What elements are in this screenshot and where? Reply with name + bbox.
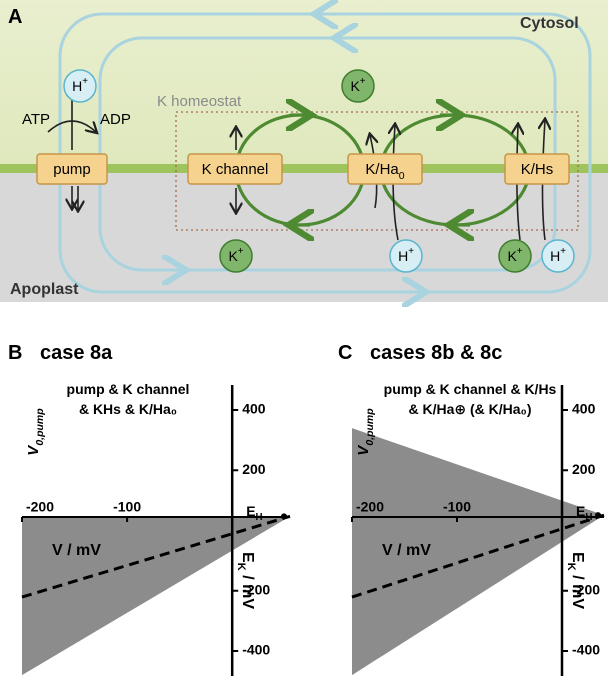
transporter-label: K/Hs	[521, 161, 554, 178]
region-label: Apoplast	[10, 281, 79, 298]
chart-subtitle: pump & K channel	[67, 381, 190, 397]
region-label-part: Cytosol	[520, 15, 579, 32]
panel-label-part: B	[8, 342, 22, 364]
adp-label: ADP	[100, 111, 131, 128]
transporter-label: pump	[53, 161, 91, 178]
y-axis-label-part: K	[235, 563, 247, 571]
eh-label-part: H	[256, 512, 263, 523]
panel-label: A	[8, 6, 22, 28]
x-tick-label: -100	[443, 499, 471, 515]
x-tick-label: -200	[356, 499, 384, 515]
y-axis-label-part: / mV	[239, 571, 256, 610]
ion-label-part: +	[517, 246, 523, 257]
homeostat-label: K homeostat	[157, 93, 242, 110]
panel-label-part: A	[8, 6, 22, 28]
panel-label: C	[338, 342, 352, 364]
transporter-label-part: K/Hs	[521, 161, 554, 178]
y-tick-label: 200	[242, 461, 266, 477]
y-axis-label-part: K	[565, 563, 577, 571]
transporter-label-part: K/Ha	[365, 161, 399, 178]
x-axis-label: V / mV	[382, 542, 431, 559]
eh-label-part: E	[576, 503, 585, 519]
panel-label: B	[8, 342, 22, 364]
adp-label-part: ADP	[100, 111, 131, 128]
y-axis-label: EK / mV	[565, 552, 586, 609]
atp-label-part: ATP	[22, 111, 50, 128]
chart-subtitle-part: pump & K channel & K/Hs	[384, 381, 557, 397]
y-tick-label: 400	[572, 401, 596, 417]
atp-label: ATP	[22, 111, 50, 128]
transporter-label-part: 0	[399, 170, 405, 182]
x-axis-label: V / mV	[52, 542, 101, 559]
pump-label-part: 0,pump	[364, 408, 376, 446]
homeostat-label-part: K homeostat	[157, 93, 242, 110]
ion-label-part: +	[560, 246, 566, 257]
x-axis-label-part: V / mV	[382, 542, 431, 559]
y-axis-label: EK / mV	[235, 552, 256, 609]
panel-label-part: C	[338, 342, 352, 364]
ion-label-part: +	[408, 246, 414, 257]
ion-label-part: H	[398, 248, 408, 264]
y-axis-label-part: E	[239, 552, 256, 563]
eh-label-part: E	[246, 503, 255, 519]
transporter-label-part: K channel	[202, 161, 269, 178]
ion-label-part: H	[72, 78, 82, 94]
transporter-label-part: pump	[53, 161, 91, 178]
y-axis-label-part: / mV	[569, 571, 586, 610]
figure: A Cytosol Apoplast K homeostat ATP ADP pump K c…	[0, 0, 608, 682]
chart-subtitle: pump & K channel & K/Hs	[384, 381, 557, 397]
pump-label-part: 0,pump	[34, 408, 46, 446]
ion-label-part: H	[550, 248, 560, 264]
x-axis-label-part: V / mV	[52, 542, 101, 559]
chart-subtitle: & K/Ha⊕ (& K/Ha₀)	[408, 401, 531, 417]
x-tick-label: -100	[113, 499, 141, 515]
ion-label-part: +	[360, 76, 366, 87]
chart-title: case 8a	[40, 342, 113, 364]
chart-subtitle-part: & K/Ha⊕ (& K/Ha₀)	[408, 401, 531, 417]
eh-label-part: H	[585, 512, 592, 523]
chart-title-part: cases 8b & 8c	[370, 342, 502, 364]
region-label-part: Apoplast	[10, 281, 79, 298]
ion-label-part: +	[238, 246, 244, 257]
y-tick-label: 200	[572, 461, 596, 477]
y-tick-label: -400	[572, 642, 600, 658]
x-tick-label: -200	[26, 499, 54, 515]
transporter-label: K channel	[202, 161, 269, 178]
y-tick-label: 400	[242, 401, 266, 417]
chart-title: cases 8b & 8c	[370, 342, 502, 364]
ion-label-part: +	[82, 76, 88, 87]
pump-label: V0,pump	[25, 408, 46, 456]
region-label: Cytosol	[520, 15, 579, 32]
chart-subtitle-part: & KHs & K/Ha₀	[79, 401, 177, 417]
chart-subtitle-part: pump & K channel	[67, 381, 190, 397]
y-axis-label-part: E	[569, 552, 586, 563]
chart-subtitle: & KHs & K/Ha₀	[79, 401, 177, 417]
chart-title-part: case 8a	[40, 342, 113, 364]
y-tick-label: -400	[242, 642, 270, 658]
